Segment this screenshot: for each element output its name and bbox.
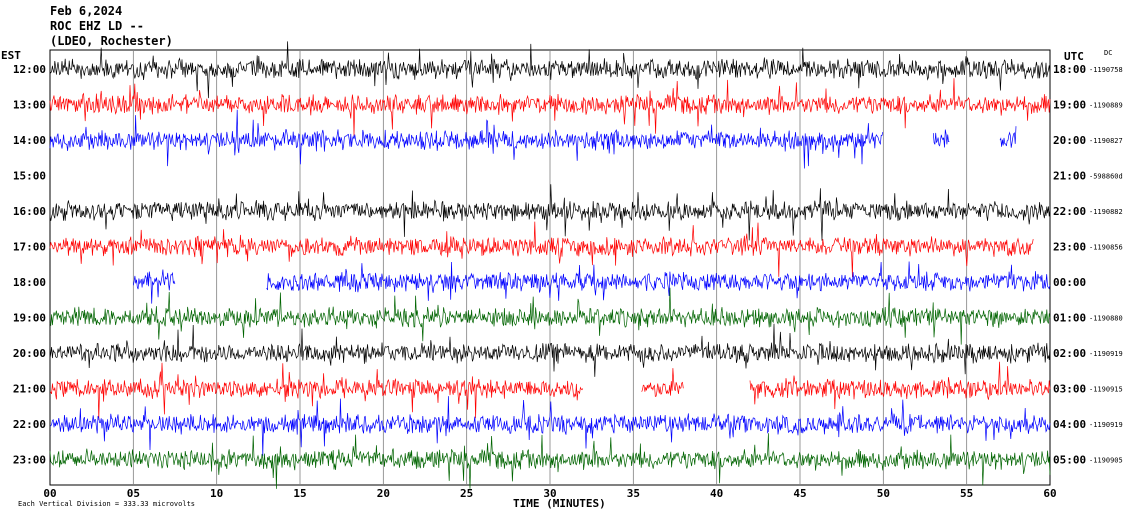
dc-offset-label: -1190919 <box>1089 350 1123 358</box>
dc-offset-label: -1190915 <box>1089 386 1123 394</box>
dc-offset-label: -1190919 <box>1089 421 1123 429</box>
trace-12:00-0 <box>49 41 1051 99</box>
est-row-label: 21:00 <box>13 383 46 396</box>
dc-offset-label: -1190758 <box>1089 66 1123 74</box>
dc-offset-label: -1190889 <box>1089 102 1123 110</box>
dc-offset-label: -1190882 <box>1089 208 1123 216</box>
x-tick-25: 25 <box>460 487 473 500</box>
x-tick-10: 10 <box>210 487 223 500</box>
x-tick-55: 55 <box>960 487 973 500</box>
trace-21:00-0 <box>49 362 584 421</box>
utc-axis-label: UTC <box>1064 50 1084 63</box>
utc-row-label: 19:00 <box>1053 99 1086 112</box>
utc-row-label: 00:00 <box>1053 276 1086 289</box>
trace-17:00-0 <box>49 221 1034 278</box>
dc-header-label: DC <box>1104 49 1113 57</box>
trace-14:00-2 <box>999 126 1017 148</box>
x-tick-35: 35 <box>627 487 640 500</box>
utc-row-label: 03:00 <box>1053 383 1086 396</box>
trace-19:00-0 <box>49 287 1051 345</box>
x-tick-20: 20 <box>377 487 390 500</box>
trace-20:00-0 <box>49 323 1051 377</box>
est-row-label: 13:00 <box>13 99 46 112</box>
est-row-label: 14:00 <box>13 134 46 147</box>
trace-16:00-0 <box>49 184 1051 241</box>
utc-row-label: 21:00 <box>1053 170 1086 183</box>
trace-21:00-2 <box>749 361 1051 410</box>
est-row-label: 17:00 <box>13 241 46 254</box>
x-tick-40: 40 <box>710 487 723 500</box>
trace-13:00-0 <box>49 78 1051 136</box>
trace-18:00-0 <box>132 269 176 304</box>
utc-row-label: 04:00 <box>1053 418 1086 431</box>
est-row-label: 16:00 <box>13 205 46 218</box>
trace-23:00-0 <box>49 433 1051 489</box>
est-row-label: 19:00 <box>13 312 46 325</box>
utc-row-label: 05:00 <box>1053 454 1086 467</box>
date-label: Feb 6,2024 <box>50 4 123 18</box>
x-tick-60: 60 <box>1043 487 1056 500</box>
est-row-label: 22:00 <box>13 418 46 431</box>
x-tick-00: 00 <box>43 487 56 500</box>
utc-row-label: 01:00 <box>1053 312 1086 325</box>
trace-14:00-0 <box>49 109 884 169</box>
est-row-label: 23:00 <box>13 454 46 467</box>
dc-offset-label: -1190905 <box>1089 457 1123 465</box>
network-label: (LDEO, Rochester) <box>50 34 173 48</box>
x-tick-50: 50 <box>877 487 890 500</box>
utc-row-label: 18:00 <box>1053 63 1086 76</box>
dc-offset-label: -598860d <box>1089 173 1123 181</box>
x-tick-45: 45 <box>793 487 806 500</box>
dc-offset-label: -1190827 <box>1089 137 1123 145</box>
x-tick-15: 15 <box>293 487 306 500</box>
dc-offset-label: -1190856 <box>1089 244 1123 252</box>
utc-row-label: 02:00 <box>1053 347 1086 360</box>
x-tick-30: 30 <box>543 487 556 500</box>
est-row-label: 20:00 <box>13 347 46 360</box>
trace-21:00-1 <box>641 368 684 397</box>
station-label: ROC EHZ LD -- <box>50 19 144 33</box>
x-axis-label: TIME (MINUTES) <box>513 497 606 510</box>
utc-row-label: 22:00 <box>1053 205 1086 218</box>
est-row-label: 12:00 <box>13 63 46 76</box>
x-tick-05: 05 <box>127 487 140 500</box>
dc-offset-label: -1190880 <box>1089 315 1123 323</box>
scale-note: Each Vertical Division = 333.33 microvol… <box>18 500 196 508</box>
est-row-label: 18:00 <box>13 276 46 289</box>
est-row-label: 15:00 <box>13 170 46 183</box>
trace-22:00-0 <box>49 396 1051 456</box>
trace-14:00-1 <box>932 129 950 148</box>
est-axis-label: EST <box>1 49 21 62</box>
utc-row-label: 20:00 <box>1053 134 1086 147</box>
trace-18:00-1 <box>266 261 1051 301</box>
utc-row-label: 23:00 <box>1053 241 1086 254</box>
